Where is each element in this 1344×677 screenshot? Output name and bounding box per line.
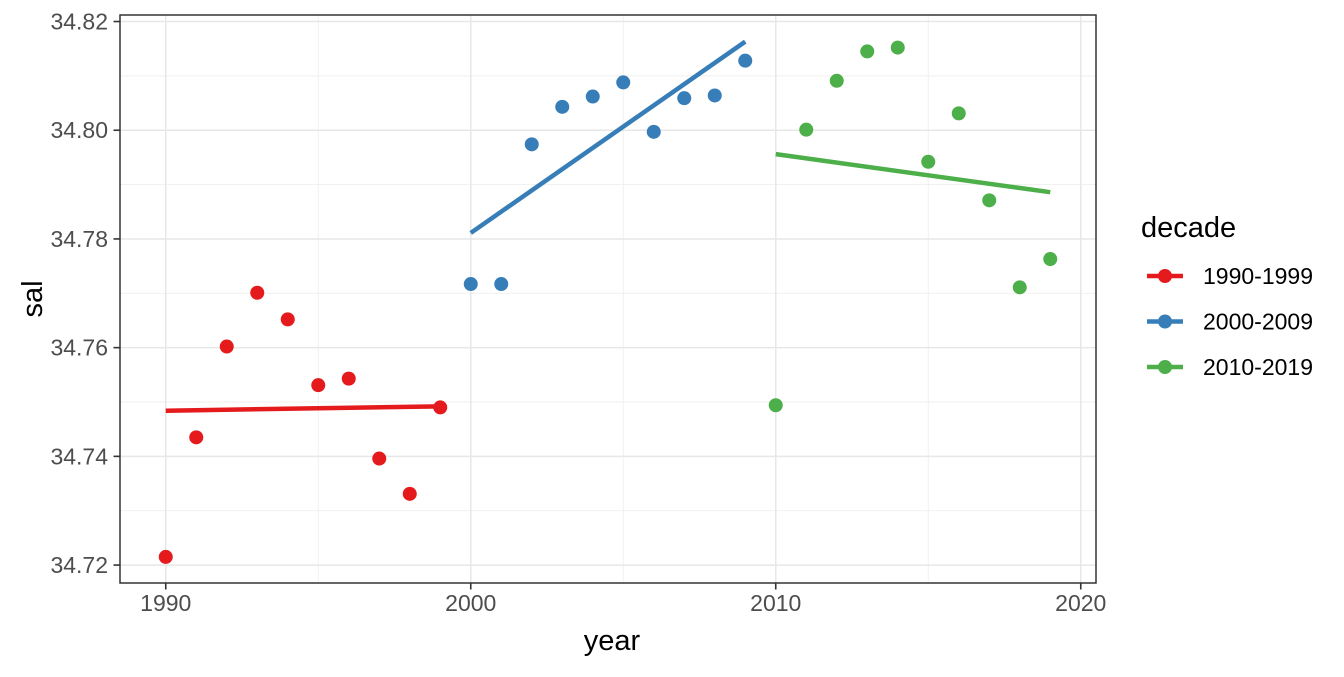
data-point-2000-2009: [463, 277, 478, 292]
y-tick-label: 34.80: [50, 117, 108, 143]
legend-entry: 1990-1999: [1147, 263, 1313, 289]
gridlines-major: [120, 15, 1096, 583]
legend-title: decade: [1141, 212, 1236, 244]
plot-panel: [120, 15, 1096, 583]
data-point-2010-2019: [951, 106, 966, 121]
trend-line-2000-2009: [469, 39, 747, 235]
data-point-1990-1999: [219, 339, 234, 354]
legend: decade 1990-1999 2000-2009 2010-2019: [1141, 212, 1313, 380]
x-tick-label: 2020: [1055, 590, 1106, 616]
x-tick-labels: 1990 2000 2010 2020: [140, 590, 1106, 616]
data-point-2010-2019: [799, 122, 814, 137]
data-point-2000-2009: [738, 53, 753, 68]
gridlines-minor: [120, 15, 1096, 583]
y-axis-title: sal: [17, 280, 49, 317]
legend-label: 2010-2019: [1203, 354, 1313, 380]
axis-ticks: [113, 20, 1082, 590]
data-point-2000-2009: [616, 75, 631, 90]
data-point-2000-2009: [677, 91, 692, 106]
x-tick-label: 2010: [750, 590, 801, 616]
data-point-2000-2009: [707, 88, 722, 103]
data-point-2010-2019: [1043, 252, 1058, 267]
data-point-2000-2009: [494, 277, 509, 292]
series-layer: [158, 39, 1058, 564]
series-2000-2009: [463, 39, 753, 292]
y-tick-label: 34.74: [50, 443, 108, 469]
trend-line-1990-1999: [165, 404, 441, 413]
x-tick-label: 2000: [445, 590, 496, 616]
y-tick-label: 34.82: [50, 9, 108, 35]
x-axis-title: year: [584, 625, 641, 657]
data-point-1990-1999: [250, 285, 265, 300]
data-point-2010-2019: [768, 398, 783, 413]
legend-label: 1990-1999: [1203, 263, 1313, 289]
y-tick-label: 34.78: [50, 226, 108, 252]
data-point-1990-1999: [280, 312, 295, 327]
data-point-2010-2019: [890, 40, 905, 55]
x-tick-label: 1990: [140, 590, 191, 616]
data-point-1990-1999: [372, 451, 387, 466]
legend-entry: 2000-2009: [1147, 309, 1313, 335]
y-tick-label: 34.72: [50, 552, 108, 578]
data-point-2000-2009: [646, 124, 661, 139]
data-point-2000-2009: [524, 137, 539, 152]
data-point-2010-2019: [1012, 280, 1027, 295]
data-point-2010-2019: [860, 44, 875, 59]
data-point-2000-2009: [555, 99, 570, 114]
panel-border: [119, 14, 1097, 584]
data-point-2010-2019: [829, 73, 844, 88]
legend-entry: 2010-2019: [1147, 354, 1313, 380]
series-2010-2019: [768, 40, 1058, 413]
data-point-1990-1999: [158, 549, 173, 564]
legend-key-point: [1158, 314, 1172, 329]
data-point-1990-1999: [189, 430, 204, 445]
legend-key-point: [1158, 360, 1172, 374]
trend-line-2010-2019: [775, 151, 1051, 195]
data-point-1990-1999: [402, 486, 417, 501]
data-point-1990-1999: [341, 371, 356, 386]
y-tick-labels: 34.72 34.74 34.76 34.78 34.80 34.82: [50, 9, 108, 579]
legend-label: 2000-2009: [1203, 309, 1313, 335]
data-point-1990-1999: [311, 378, 326, 393]
legend-key-point: [1158, 269, 1172, 283]
data-point-2010-2019: [921, 154, 936, 169]
data-point-2010-2019: [982, 193, 997, 208]
y-tick-label: 34.76: [50, 335, 108, 361]
series-1990-1999: [158, 285, 448, 564]
data-point-2000-2009: [585, 89, 600, 104]
